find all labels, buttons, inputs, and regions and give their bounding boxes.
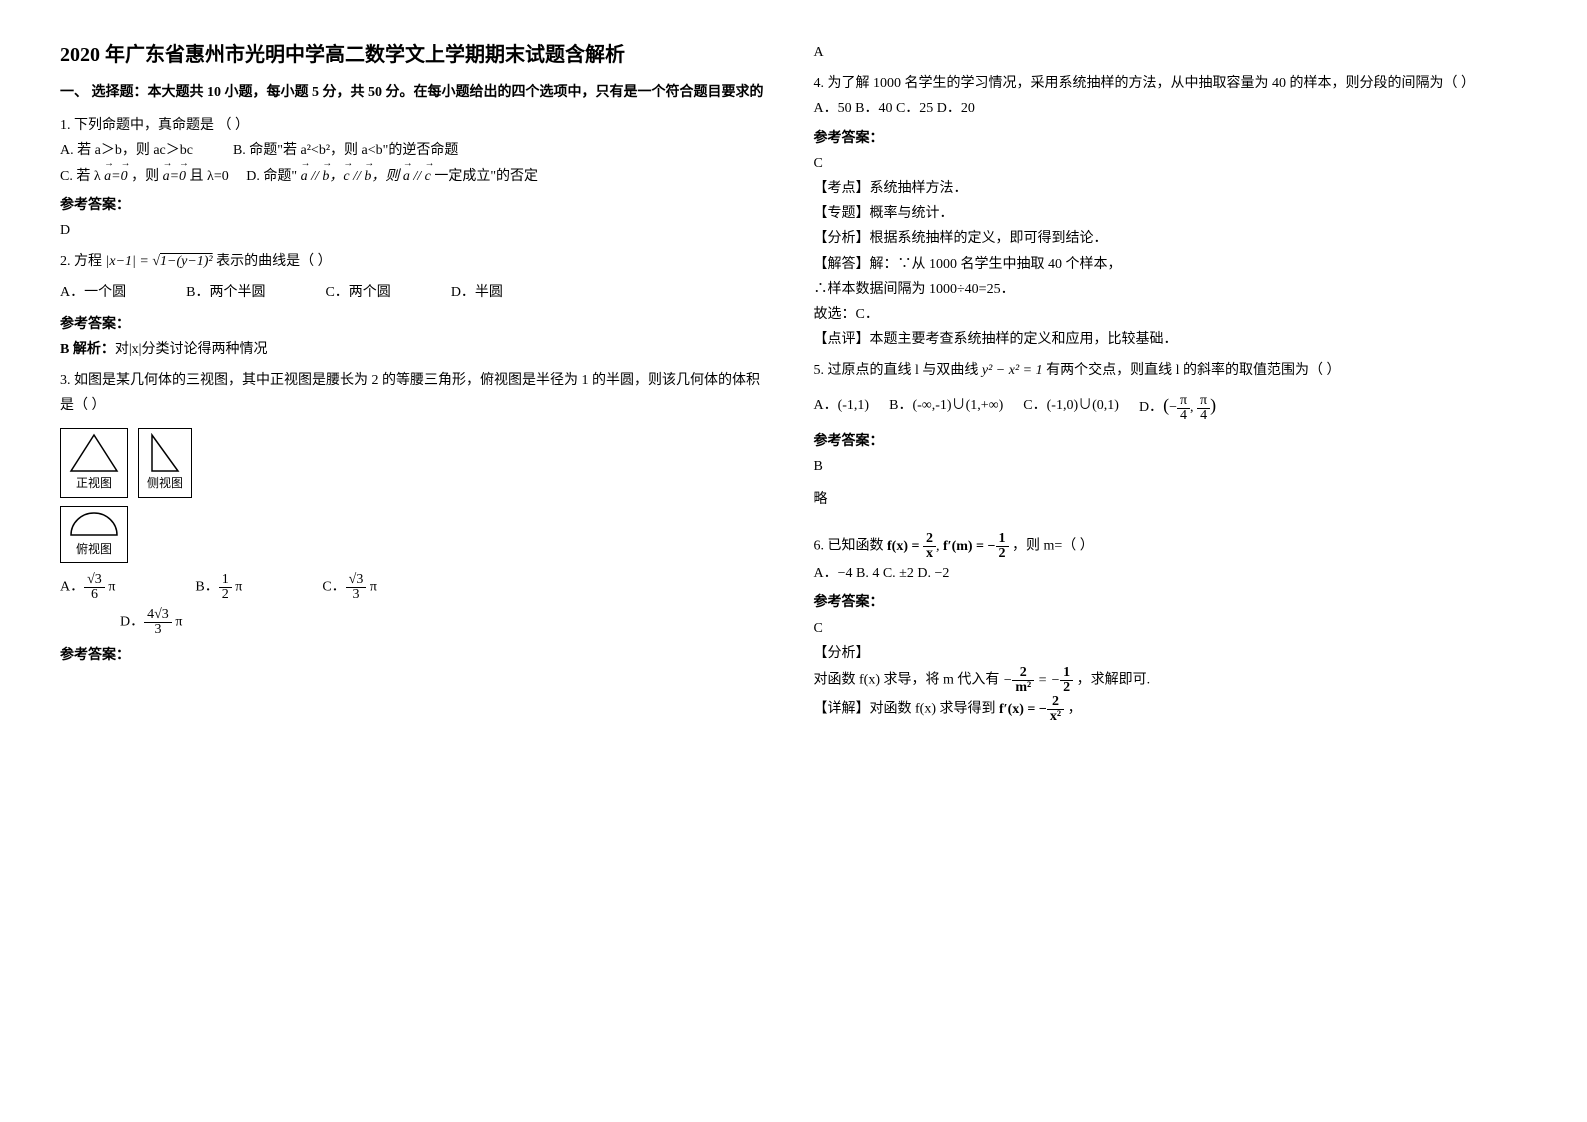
- q3-stem: 3. 如图是某几何体的三视图，其中正视图是腰长为 2 的等腰三角形，俯视图是半径…: [60, 368, 774, 418]
- q3-ans: A: [814, 40, 1528, 65]
- q6-ans: C: [814, 616, 1528, 641]
- question-2: 2. 方程 |x−1| = √1−(y−1)² 表示的曲线是（ ） A．一个圆 …: [60, 249, 774, 362]
- q2-d: D．半圆: [451, 280, 503, 305]
- q1-opt-d: D. 命题" a // b，c // b，则 a // c 一定成立"的否定: [246, 169, 538, 184]
- vec-parallel: a // b，c // b，则 a // c: [301, 169, 431, 184]
- vec-a-eq-0-1: a=0: [104, 169, 127, 184]
- q4-e5: ∴样本数据间隔为 1000÷40=25．: [814, 277, 1528, 302]
- q2-b: B．两个半圆: [186, 280, 265, 305]
- q3-opt-d: D．4√33 π: [120, 608, 774, 637]
- q2-ans: B 解析：对|x|分类讨论得两种情况: [60, 337, 774, 362]
- q4-e2: 【专题】概率与统计．: [814, 201, 1528, 226]
- q6-stem: 6. 已知函数 f(x) = 2x, f′(m) = −12 ，则 m=（ ）: [814, 532, 1528, 561]
- q6-func: f(x) = 2x, f′(m) = −12: [887, 539, 1009, 554]
- q5-ans-label: 参考答案：: [814, 429, 1528, 454]
- q4-e6: 故选：C．: [814, 302, 1528, 327]
- q6-ans-label: 参考答案：: [814, 590, 1528, 615]
- q1-stem: 1. 下列命题中，真命题是 （ ）: [60, 113, 774, 138]
- q5-brief: 略: [814, 487, 1528, 512]
- question-6: 6. 已知函数 f(x) = 2x, f′(m) = −12 ，则 m=（ ） …: [814, 532, 1528, 724]
- q5-a: A．(-1,1): [814, 393, 870, 418]
- q3-ans-label: 参考答案：: [60, 643, 774, 668]
- q6-a3: 【详解】对函数 f(x) 求导得到 f′(x) = −2x² ，: [814, 695, 1528, 724]
- question-5: 5. 过原点的直线 l 与双曲线 y² − x² = 1 有两个交点，则直线 l…: [814, 358, 1528, 512]
- q6-opts: A．−4 B. 4 C. ±2 D. −2: [814, 561, 1528, 586]
- q6-a1: 【分析】: [814, 641, 1528, 666]
- q4-ans: C: [814, 151, 1528, 176]
- q1-row2: C. 若 λ a=0 ，则 a=0 且 λ=0 D. 命题" a // b，c …: [60, 164, 774, 189]
- vec-a-eq-0-2: a=0: [163, 169, 186, 184]
- q2-ans-label: 参考答案：: [60, 312, 774, 337]
- section-1-heading: 一、 选择题：本大题共 10 小题，每小题 5 分，共 50 分。在每小题给出的…: [60, 80, 774, 105]
- triangle-icon: [69, 433, 119, 473]
- front-view-label: 正视图: [76, 473, 112, 495]
- q4-stem: 4. 为了解 1000 名学生的学习情况，采用系统抽样的方法，从中抽取容量为 4…: [814, 71, 1528, 96]
- q2-a: A．一个圆: [60, 280, 126, 305]
- q3-c: C．√33 π: [322, 573, 377, 602]
- q1-opt-c: C. 若 λ a=0 ，则 a=0 且 λ=0: [60, 169, 232, 184]
- q2-c: C．两个圆: [325, 280, 390, 305]
- top-view-label: 俯视图: [76, 539, 112, 561]
- question-4: 4. 为了解 1000 名学生的学习情况，采用系统抽样的方法，从中抽取容量为 4…: [814, 71, 1528, 352]
- front-view-box: 正视图: [60, 428, 128, 498]
- q4-opts: A．50 B．40 C．25 D．20: [814, 96, 1528, 121]
- page-title: 2020 年广东省惠州市光明中学高二数学文上学期期末试题含解析: [60, 40, 774, 70]
- q5-d: D．(−π4, π4): [1139, 389, 1216, 422]
- q4-e4: 【解答】解：∵从 1000 名学生中抽取 40 个样本，: [814, 252, 1528, 277]
- top-view-box: 俯视图: [60, 506, 128, 564]
- q3-b: B．12 π: [195, 573, 242, 602]
- question-3: 3. 如图是某几何体的三视图，其中正视图是腰长为 2 的等腰三角形，俯视图是半径…: [60, 368, 774, 669]
- q4-ans-label: 参考答案：: [814, 126, 1528, 151]
- q5-opts: A．(-1,1) B．(-∞,-1)∪(1,+∞) C．(-1,0)∪(0,1)…: [814, 389, 1528, 422]
- q4-e3: 【分析】根据系统抽样的定义，即可得到结论．: [814, 226, 1528, 251]
- question-1: 1. 下列命题中，真命题是 （ ） A. 若 a＞b，则 ac＞bc B. 命题…: [60, 113, 774, 243]
- q6-a2: 对函数 f(x) 求导，将 m 代入有 −2m² = −12 ，求解即可.: [814, 666, 1528, 695]
- q2-stem: 2. 方程 |x−1| = √1−(y−1)² 表示的曲线是（ ）: [60, 249, 774, 274]
- semicircle-icon: [69, 511, 119, 539]
- q5-c: C．(-1,0)∪(0,1): [1023, 393, 1119, 418]
- q1-ans-label: 参考答案：: [60, 193, 774, 218]
- q3-a: A．√36 π: [60, 573, 115, 602]
- three-views: 正视图 侧视图 俯视图: [60, 428, 774, 563]
- q2-formula: |x−1| = √1−(y−1)²: [106, 254, 213, 269]
- q5-stem: 5. 过原点的直线 l 与双曲线 y² − x² = 1 有两个交点，则直线 l…: [814, 358, 1528, 383]
- q5-formula: y² − x² = 1: [982, 363, 1043, 378]
- q4-e7: 【点评】本题主要考查系统抽样的定义和应用，比较基础．: [814, 327, 1528, 352]
- q1-ans: D: [60, 218, 774, 243]
- q4-e1: 【考点】系统抽样方法．: [814, 176, 1528, 201]
- q6-fprime: f′(x) = −2x²: [999, 702, 1064, 717]
- right-triangle-icon: [150, 433, 180, 473]
- q5-ans: B: [814, 454, 1528, 479]
- q2-opts: A．一个圆 B．两个半圆 C．两个圆 D．半圆: [60, 280, 774, 305]
- q5-b: B．(-∞,-1)∪(1,+∞): [889, 393, 1003, 418]
- q6-deriv-m: −2m² = −12: [1003, 673, 1073, 688]
- q3-opts: A．√36 π B．12 π C．√33 π: [60, 573, 774, 602]
- side-view-box: 侧视图: [138, 428, 192, 498]
- side-view-label: 侧视图: [147, 473, 183, 495]
